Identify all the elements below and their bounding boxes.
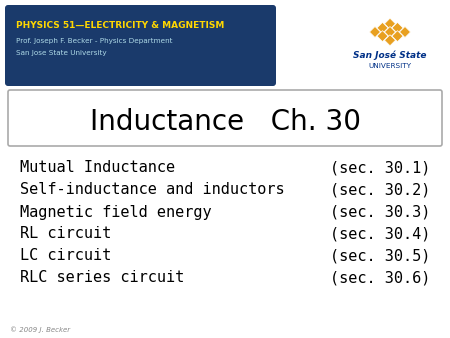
Polygon shape	[377, 22, 388, 33]
Text: (sec. 30.1): (sec. 30.1)	[329, 161, 430, 175]
Text: Mutual Inductance: Mutual Inductance	[20, 161, 175, 175]
Polygon shape	[392, 31, 403, 42]
Text: Prof. Joseph F. Becker - Physics Department: Prof. Joseph F. Becker - Physics Departm…	[16, 38, 172, 44]
Text: RLC series circuit: RLC series circuit	[20, 270, 184, 286]
Text: UNIVERSITY: UNIVERSITY	[369, 63, 411, 69]
Text: Self-inductance and inductors: Self-inductance and inductors	[20, 183, 284, 197]
Polygon shape	[392, 22, 403, 33]
Text: © 2009 J. Becker: © 2009 J. Becker	[10, 327, 70, 333]
Polygon shape	[384, 18, 396, 29]
FancyBboxPatch shape	[8, 90, 442, 146]
Text: (sec. 30.6): (sec. 30.6)	[329, 270, 430, 286]
Polygon shape	[377, 31, 388, 42]
Text: (sec. 30.5): (sec. 30.5)	[329, 248, 430, 264]
Text: San José State: San José State	[353, 50, 427, 60]
Text: RL circuit: RL circuit	[20, 226, 111, 241]
Polygon shape	[400, 26, 410, 38]
Polygon shape	[369, 26, 381, 38]
Text: (sec. 30.3): (sec. 30.3)	[329, 204, 430, 219]
Text: PHYSICS 51—ELECTRICITY & MAGNETISM: PHYSICS 51—ELECTRICITY & MAGNETISM	[16, 21, 225, 30]
Polygon shape	[384, 35, 396, 46]
Text: (sec. 30.2): (sec. 30.2)	[329, 183, 430, 197]
Text: LC circuit: LC circuit	[20, 248, 111, 264]
Text: Magnetic field energy: Magnetic field energy	[20, 204, 212, 219]
Text: Inductance   Ch. 30: Inductance Ch. 30	[90, 108, 360, 136]
FancyBboxPatch shape	[5, 5, 276, 86]
Text: (sec. 30.4): (sec. 30.4)	[329, 226, 430, 241]
Text: San Jose State University: San Jose State University	[16, 50, 107, 56]
Polygon shape	[384, 26, 396, 38]
